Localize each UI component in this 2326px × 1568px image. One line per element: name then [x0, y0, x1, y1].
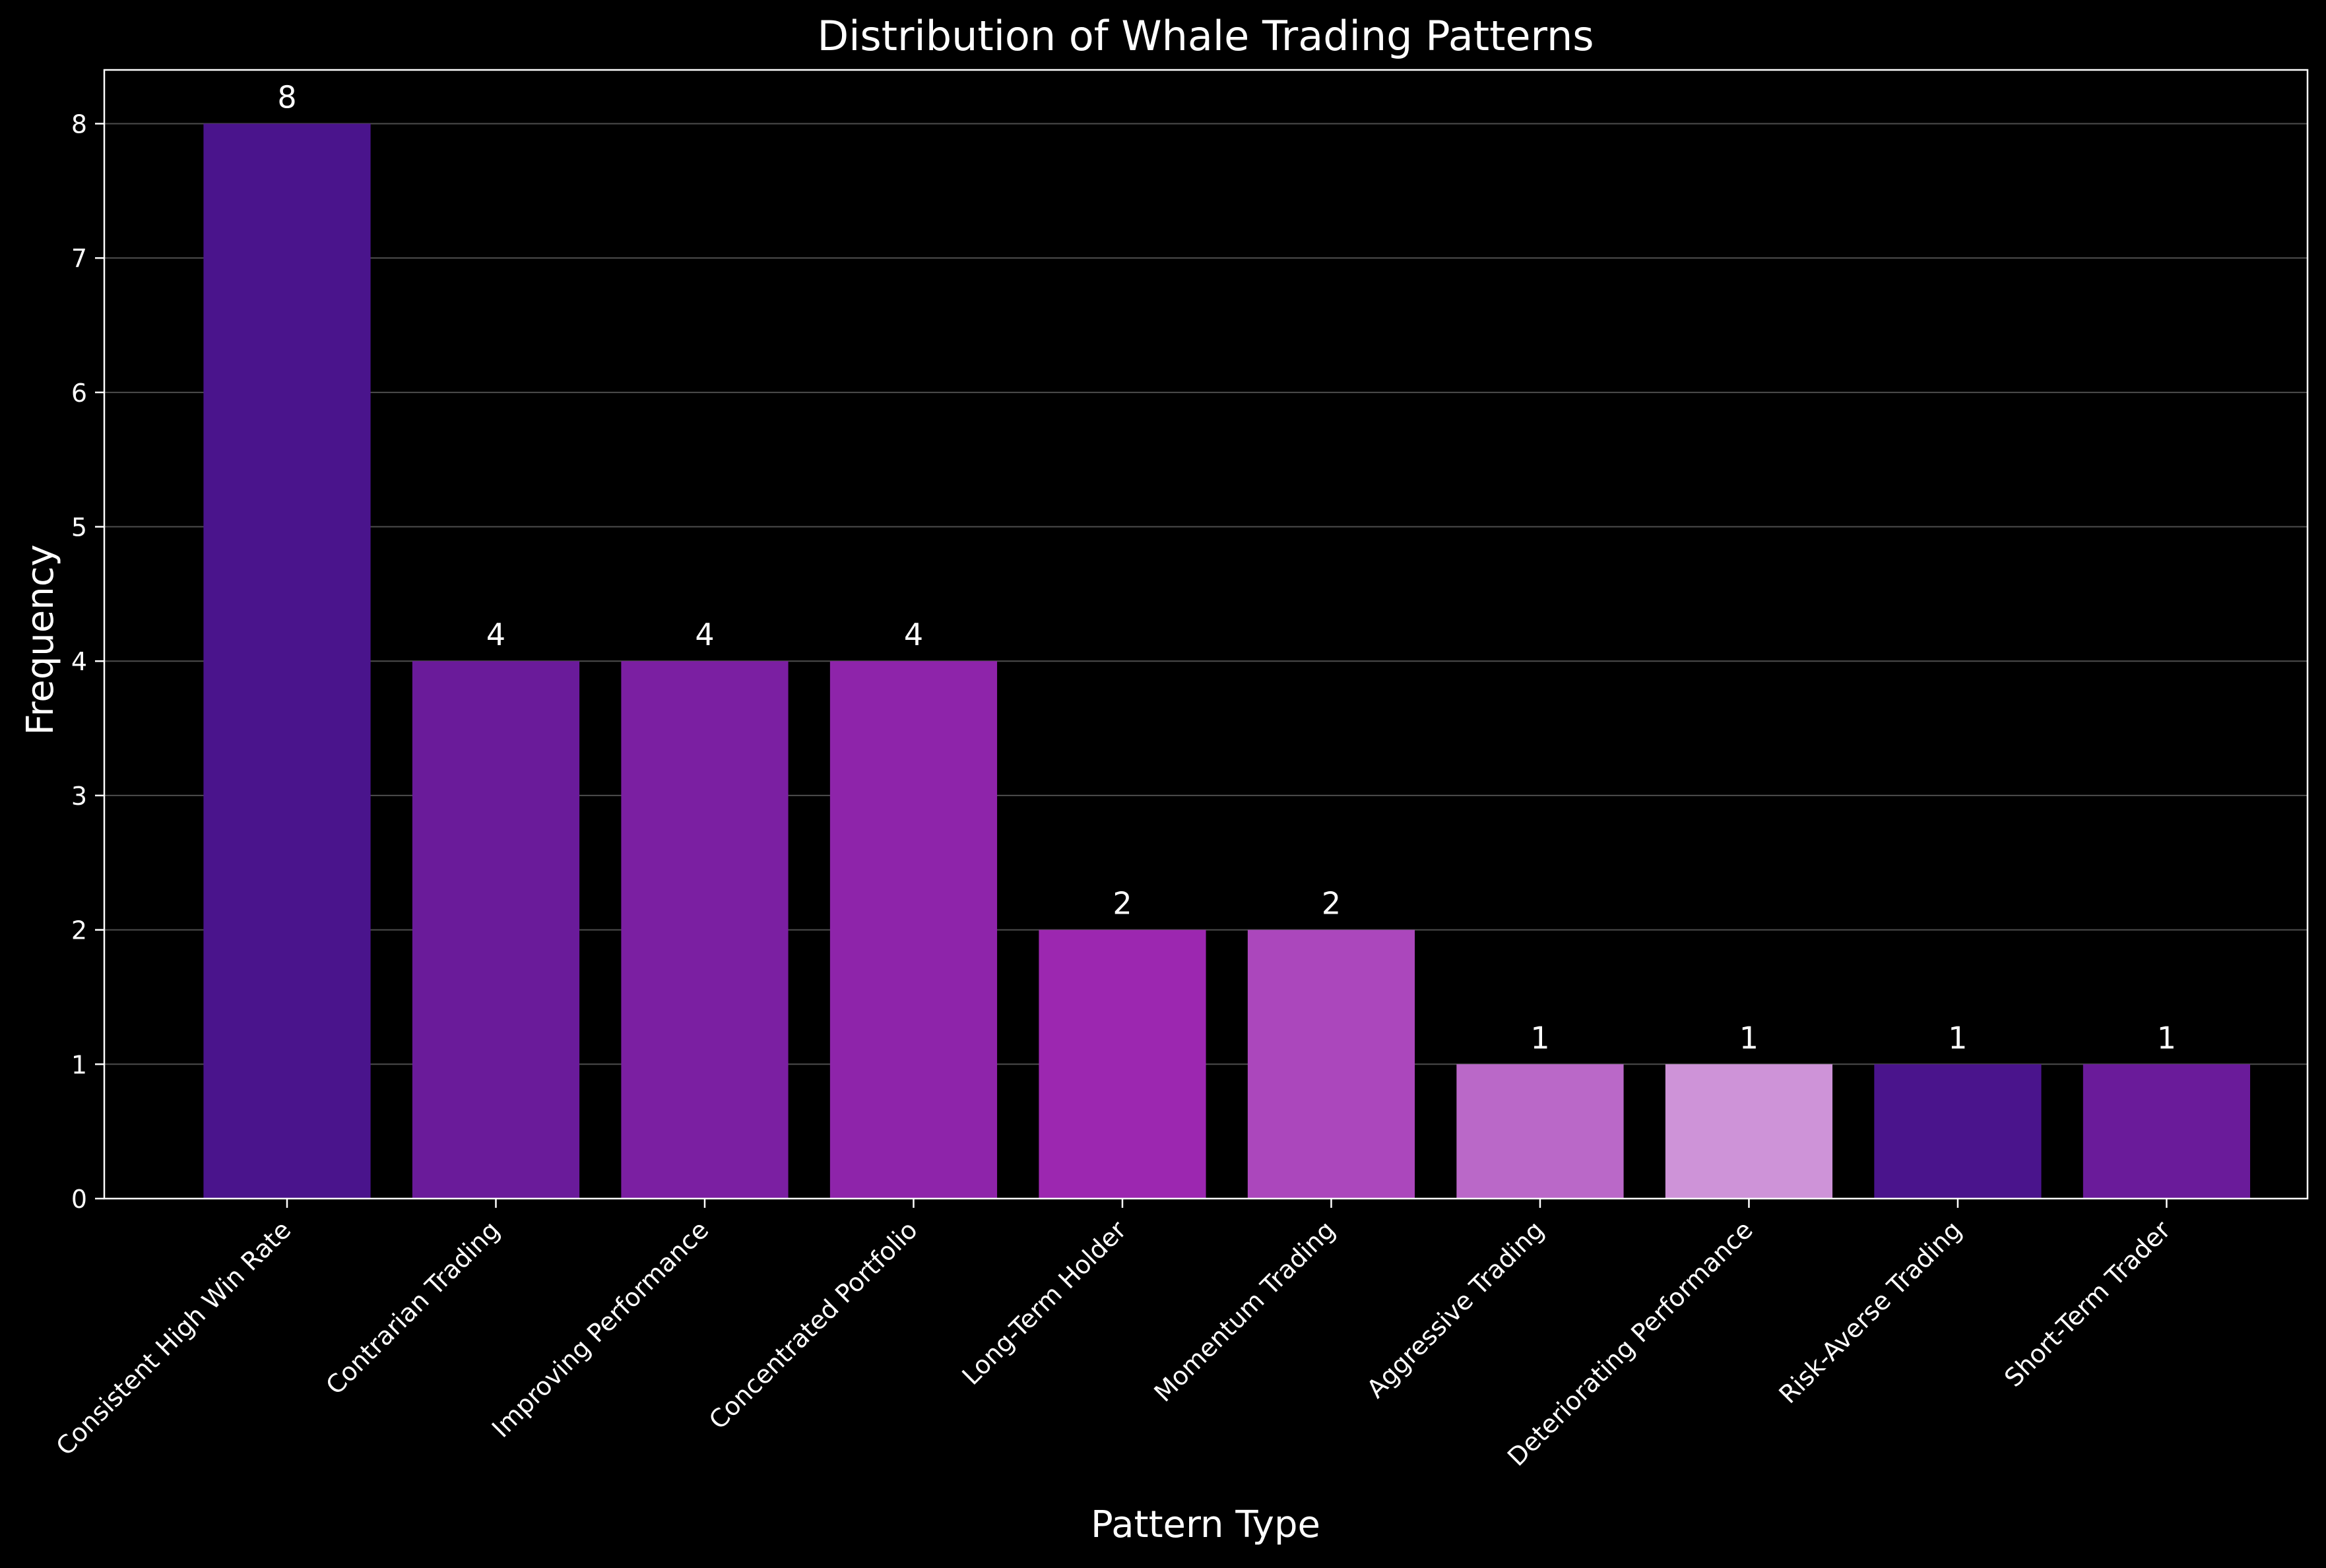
bar-value-label: 4 [486, 617, 505, 652]
bar [1456, 1064, 1624, 1199]
bar-value-label: 4 [695, 617, 714, 652]
y-tick-label: 4 [71, 647, 87, 676]
bar-value-label: 8 [277, 79, 296, 115]
bar [2083, 1064, 2251, 1199]
chart-title: Distribution of Whale Trading Patterns [817, 12, 1594, 60]
x-axis-label: Pattern Type [1091, 1503, 1320, 1546]
bar-value-label: 4 [904, 617, 923, 652]
y-tick-label: 5 [71, 513, 87, 542]
bar [1247, 929, 1415, 1199]
bar-value-label: 2 [1113, 886, 1132, 922]
bar-value-label: 2 [1322, 886, 1341, 922]
bar [829, 661, 998, 1199]
y-tick-label: 3 [71, 782, 87, 811]
bar-value-label: 1 [1948, 1020, 1967, 1055]
bar-value-label: 1 [1530, 1020, 1549, 1055]
y-tick-label: 8 [71, 110, 87, 139]
y-tick-label: 2 [71, 916, 87, 945]
bar [412, 661, 580, 1199]
bar [1874, 1064, 2042, 1199]
bar [621, 661, 789, 1199]
bar [1039, 929, 1206, 1199]
y-axis-label: Frequency [19, 544, 62, 735]
y-tick-label: 7 [71, 244, 87, 273]
y-tick-label: 1 [71, 1050, 87, 1079]
bar [1665, 1064, 1833, 1199]
bar-value-label: 1 [1739, 1020, 1759, 1055]
plot-frame [103, 69, 2309, 1200]
y-tick-label: 0 [71, 1185, 87, 1214]
bars [203, 123, 2251, 1199]
bar-value-labels: 8 4 4 4 2 2 1 1 1 1 [277, 79, 2176, 1055]
y-tick-label: 6 [71, 379, 87, 408]
bar-value-label: 1 [2157, 1020, 2176, 1055]
bar [203, 123, 371, 1199]
